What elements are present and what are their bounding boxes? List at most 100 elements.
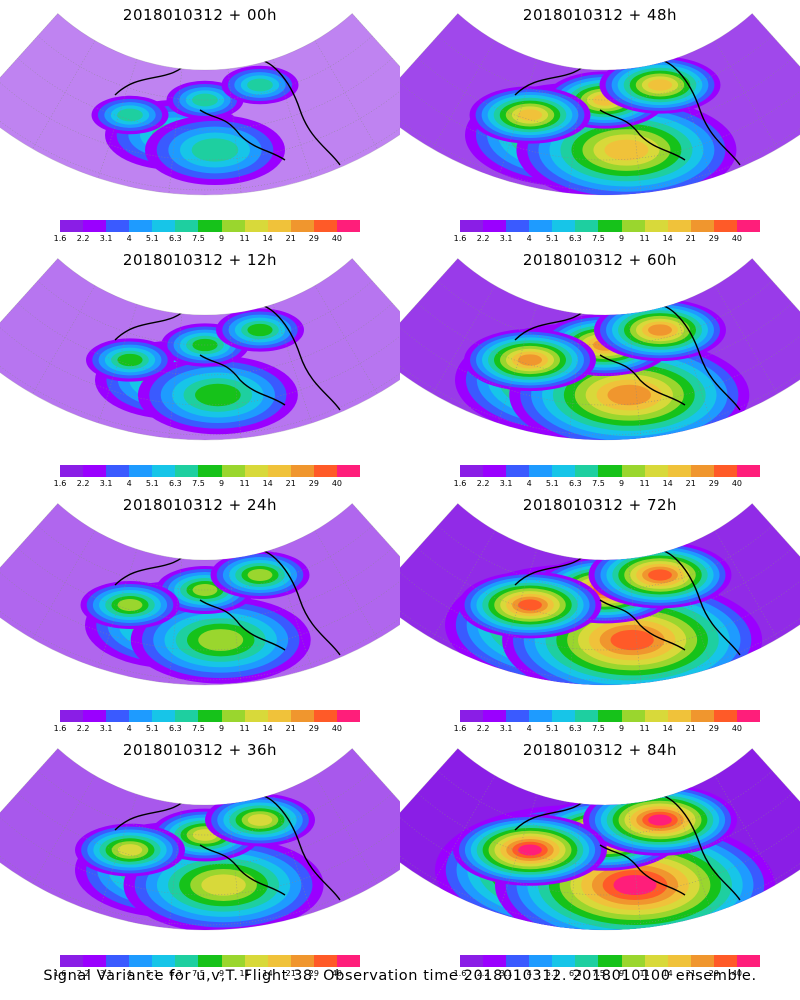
colorbar-tick-label: 6.3 [169, 969, 182, 978]
colorbar-tick-label: 14 [262, 969, 273, 978]
colorbar-tick-label: 21 [685, 234, 696, 243]
colorbar-swatch [152, 955, 176, 967]
colorbar-tick-label: 14 [662, 969, 673, 978]
colorbar-swatch [644, 955, 668, 967]
colorbar-swatch [175, 955, 199, 967]
variance-contour [198, 629, 244, 651]
variance-contour [518, 844, 542, 856]
colorbar-swatch [621, 710, 645, 722]
colorbar-swatch [83, 955, 107, 967]
colorbar-tick-label: 6.3 [569, 724, 582, 733]
colorbar-labels: 1.6 2.2 3.1 4 5.1 6.3 7.5 9 11 14 21 29 40 [54, 479, 360, 491]
colorbar-tick-label: 11 [639, 969, 650, 978]
colorbar-tick-label: 29 [308, 479, 319, 488]
colorbar-tick-label: 29 [708, 969, 719, 978]
colorbar-swatch [552, 465, 576, 477]
colorbar-swatch [575, 465, 599, 477]
colorbar-tick-label: 3.1 [99, 724, 113, 733]
variance-contour [648, 569, 672, 581]
map-panel-12h: 2018010312 + 12h 1.6 2.2 3.1 4 5.1 6.3 7.5 9 11 14… [0, 245, 400, 490]
colorbar-tick-label: 3.1 [499, 479, 513, 488]
colorbar-tick-label: 11 [239, 479, 250, 488]
colorbar-tick-label: 40 [731, 234, 743, 243]
colorbar-tick-label: 1.6 [453, 969, 467, 978]
colorbar [60, 465, 361, 477]
colorbar-swatch [336, 710, 361, 722]
colorbar-tick-label: 4 [126, 724, 132, 733]
parallel-line [400, 347, 800, 436]
colorbar-swatch [267, 220, 291, 232]
variance-contour [117, 599, 143, 611]
colorbar-tick-label: 2.2 [476, 234, 490, 243]
colorbar-swatch [529, 710, 553, 722]
colorbar-tick-label: 5.1 [145, 724, 159, 733]
colorbar-swatch [267, 955, 291, 967]
parallel-line [400, 80, 800, 161]
parallel-line [0, 570, 400, 651]
parallel-line [0, 837, 400, 926]
colorbar-tick-label: 4 [526, 969, 532, 978]
parallel-line [37, 280, 373, 346]
colorbar-swatch [198, 465, 222, 477]
panel-title: 2018010312 + 12h [122, 251, 278, 269]
colorbar-tick-label: 3.1 [99, 234, 113, 243]
colorbar-tick-label: 5.1 [545, 969, 559, 978]
parallel-line [437, 525, 773, 591]
variance-map [0, 13, 400, 196]
colorbar-swatch [313, 465, 337, 477]
colorbar-swatch [483, 220, 507, 232]
parallel-line [0, 815, 400, 896]
colorbar-labels: 1.6 2.2 3.1 4 5.1 6.3 7.5 9 11 14 21 29 40 [454, 724, 760, 736]
colorbar-swatch [621, 220, 645, 232]
colorbar-swatch [598, 465, 622, 477]
colorbar-tick-label: 14 [662, 234, 673, 243]
colorbar-tick-label: 4 [526, 479, 532, 488]
colorbar-tick-label: 29 [308, 969, 319, 978]
colorbar-tick-label: 29 [308, 724, 319, 733]
colorbar-swatch [83, 220, 107, 232]
colorbar-tick-label: 11 [639, 479, 650, 488]
parallel-line [0, 80, 400, 161]
colorbar-swatch [60, 465, 84, 477]
parallel-line [417, 57, 793, 131]
colorbar-tick-label: 21 [685, 479, 696, 488]
colorbar-swatch [644, 220, 668, 232]
map-panel-72h: 2018010312 + 72h 1.6 2.2 3.1 4 5.1 6.3 7.5 9 11 14… [400, 490, 800, 735]
colorbar-swatch [667, 220, 691, 232]
colorbar-swatch [244, 955, 268, 967]
panel-title: 2018010312 + 72h [522, 496, 678, 514]
colorbar-swatch [106, 465, 130, 477]
colorbar-tick-label: 9 [618, 969, 625, 978]
colorbar-tick-label: 5.1 [545, 724, 559, 733]
parallel-line [0, 325, 400, 406]
colorbar-swatch [575, 955, 599, 967]
colorbar-swatch [290, 710, 314, 722]
colorbar-tick-label: 7.5 [192, 724, 205, 733]
colorbar-tick-label: 5.1 [145, 969, 159, 978]
colorbar-swatch [506, 710, 530, 722]
colorbar-tick-label: 14 [262, 724, 273, 733]
colorbar-swatch [690, 955, 714, 967]
colorbar-tick-label: 6.3 [169, 479, 182, 488]
colorbar-swatch [83, 710, 107, 722]
colorbar-tick-label: 14 [262, 234, 273, 243]
figure-caption: Signal Variance for u,v,T. Flight 38. Ob… [43, 968, 757, 984]
colorbar-tick-label: 3.1 [499, 234, 513, 243]
colorbar-swatch [483, 465, 507, 477]
colorbar-swatch [713, 220, 737, 232]
parallel-line [437, 770, 773, 836]
parallel-line [400, 570, 800, 651]
colorbar-tick-label: 11 [239, 234, 250, 243]
colorbar-tick-label: 1.6 [53, 969, 67, 978]
colorbar-tick-label: 9 [618, 479, 625, 488]
map-panel-48h: 2018010312 + 48h 1.6 2.2 3.1 4 5.1 6.3 7.5 9 11 14… [400, 0, 800, 245]
colorbar-tick-label: 11 [239, 724, 250, 733]
colorbar-tick-label: 6.3 [569, 479, 582, 488]
variance-contour [117, 108, 143, 122]
colorbar-tick-label: 7.5 [192, 234, 205, 243]
parallel-line [417, 547, 793, 621]
colorbar-swatch [244, 465, 268, 477]
colorbar-tick-label: 1.6 [453, 724, 467, 733]
colorbar-labels: 1.6 2.2 3.1 4 5.1 6.3 7.5 9 11 14 21 29 40 [454, 479, 760, 491]
variance-contour [247, 323, 273, 337]
